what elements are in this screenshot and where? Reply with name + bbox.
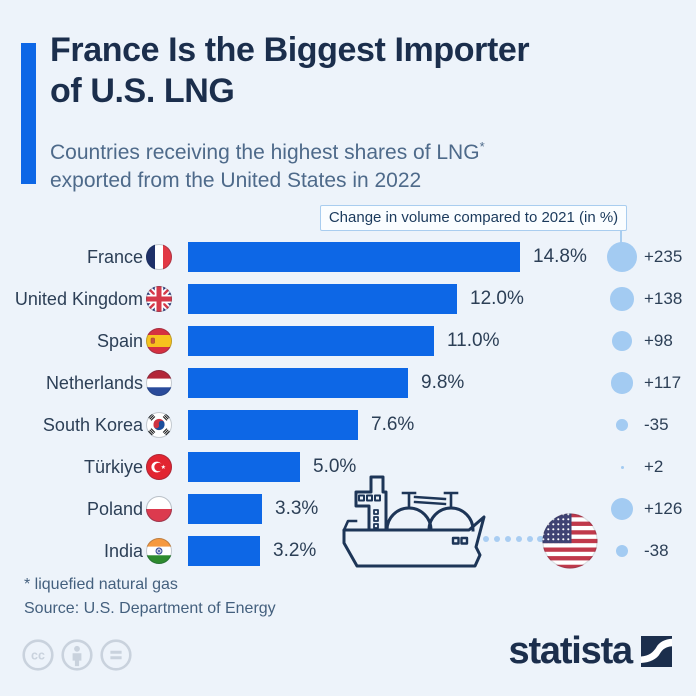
statista-logo-mark-icon <box>641 636 672 667</box>
share-value-label: 5.0% <box>313 456 357 477</box>
share-value-label: 14.8% <box>533 246 587 267</box>
change-value-label: -38 <box>644 541 669 560</box>
change-value-label: +2 <box>644 457 664 476</box>
share-bar <box>188 452 300 482</box>
country-label: Poland <box>86 499 143 519</box>
flag-india-icon <box>146 538 172 564</box>
change-bubble <box>612 331 632 351</box>
attribution-icon <box>61 639 93 671</box>
country-label: Netherlands <box>45 373 143 393</box>
share-bar <box>188 326 434 356</box>
country-label: France <box>86 247 143 267</box>
share-value-label: 9.8% <box>421 372 465 393</box>
chart-subtitle: Countries receiving the highest shares o… <box>50 133 485 195</box>
license-badges: cc <box>21 638 133 672</box>
creative-commons-icon: cc <box>22 639 54 671</box>
table-row: Türkiye 5.0% +2 <box>0 446 696 488</box>
table-row: Netherlands 9.8% +117 <box>0 362 696 404</box>
change-bubble <box>610 497 634 521</box>
usa-flag-icon <box>542 513 598 569</box>
table-row: Poland 3.3% +126 <box>0 488 696 530</box>
flag-netherlands-icon <box>146 370 172 396</box>
subtitle-line-1: Countries receiving the highest shares o… <box>50 141 480 164</box>
country-label: India <box>103 541 143 561</box>
share-bar <box>188 242 520 272</box>
table-row: Spain 11.0% +98 <box>0 320 696 362</box>
share-value-label: 12.0% <box>470 288 524 309</box>
table-row: India 3.2% -38 <box>0 530 696 572</box>
flag-poland-icon <box>146 496 172 522</box>
change-bubble <box>615 544 629 558</box>
share-value-label: 11.0% <box>447 330 500 351</box>
bar-chart: France 14.8% +235 United Kingdom 12.0% +… <box>0 236 696 572</box>
subtitle-line-2: exported from the United States in 2022 <box>50 169 422 192</box>
flag-south-korea-icon <box>146 412 172 438</box>
country-label: United Kingdom <box>14 289 143 309</box>
change-value-label: +98 <box>644 331 673 350</box>
statista-wordmark: statista <box>508 630 634 672</box>
source-line: Source: U.S. Department of Energy <box>24 600 276 617</box>
change-value-label: +138 <box>644 289 683 308</box>
route-dots <box>483 536 544 543</box>
flag-turkiye-icon <box>146 454 172 480</box>
title-line-1: France Is the Biggest Importer <box>50 31 530 69</box>
flag-france-icon <box>146 244 172 270</box>
table-row: France 14.8% +235 <box>0 236 696 278</box>
change-bubble <box>606 241 638 273</box>
change-bubble <box>610 287 634 311</box>
change-legend-label: Change in volume compared to 2021 (in %) <box>320 205 627 231</box>
change-bubble <box>616 419 628 431</box>
table-row: South Korea 7.6% -35 <box>0 404 696 446</box>
change-bubble <box>611 372 633 394</box>
statista-logo: statista <box>509 630 672 673</box>
chart-footnote: * liquefied natural gas <box>24 576 178 593</box>
share-bar <box>188 410 358 440</box>
page-title: France Is the Biggest Importer of U.S. LN… <box>50 30 530 112</box>
share-bar <box>188 494 262 524</box>
share-value-label: 3.2% <box>273 540 317 561</box>
share-bar <box>188 284 457 314</box>
share-value-label: 7.6% <box>371 414 415 435</box>
lng-tanker-ship-icon <box>342 475 486 568</box>
change-value-label: +126 <box>644 499 683 518</box>
share-bar <box>188 368 408 398</box>
legend-connector-line <box>620 231 622 243</box>
title-line-2: of U.S. LNG <box>50 72 235 110</box>
share-bar <box>188 536 260 566</box>
title-accent-bar <box>21 43 36 184</box>
flag-united-kingdom-icon <box>146 286 172 312</box>
no-derivatives-icon <box>100 639 132 671</box>
country-label: Spain <box>96 331 143 351</box>
country-label: Türkiye <box>83 457 143 477</box>
share-value-label: 3.3% <box>275 498 319 519</box>
footnote-marker: * <box>479 139 485 154</box>
flag-spain-icon <box>146 328 172 354</box>
country-label: South Korea <box>42 415 143 435</box>
change-value-label: +235 <box>644 247 683 266</box>
table-row: United Kingdom 12.0% +138 <box>0 278 696 320</box>
change-bubble <box>620 465 624 469</box>
svg-text:cc: cc <box>31 649 45 663</box>
change-value-label: -35 <box>644 415 669 434</box>
change-value-label: +117 <box>644 373 682 392</box>
